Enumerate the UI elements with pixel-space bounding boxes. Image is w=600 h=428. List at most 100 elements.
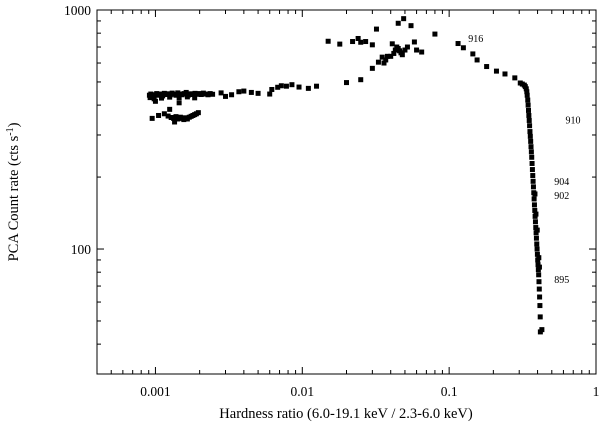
plot-frame (96, 9, 597, 375)
point-annotation: 904 (554, 177, 569, 188)
data-point (419, 49, 425, 55)
data-point (402, 47, 408, 53)
x-tick-label: 0.1 (441, 384, 458, 399)
point-annotation: 902 (554, 191, 569, 202)
data-point (524, 92, 530, 98)
data-point (159, 95, 165, 101)
data-point (358, 77, 364, 83)
data-point (523, 86, 529, 92)
data-point (269, 86, 275, 92)
data-point (533, 235, 539, 241)
data-point (241, 88, 247, 94)
data-point (344, 80, 349, 86)
data-point (248, 89, 254, 95)
point-annotations: 916 910 904 902 895 (468, 34, 580, 286)
data-point (432, 31, 438, 37)
data-point (529, 154, 535, 160)
data-point (525, 107, 531, 113)
data-point (528, 149, 534, 155)
data-point (167, 94, 173, 100)
data-point (455, 41, 461, 47)
x-axis-label: Hardness ratio (6.0-19.1 keV / 2.3-6.0 k… (219, 406, 473, 422)
data-point (532, 207, 538, 213)
data-point (210, 91, 216, 97)
data-point (408, 23, 414, 29)
data-point (289, 82, 295, 88)
data-point (379, 54, 385, 60)
data-point (278, 83, 284, 89)
data-point (526, 117, 532, 123)
data-point (358, 39, 364, 45)
data-point (534, 246, 540, 252)
data-point (399, 52, 405, 58)
data-point (314, 83, 320, 89)
y-axis-label: PCA Count rate (cts s-1) (5, 122, 22, 261)
data-point (414, 47, 420, 53)
data-point (533, 225, 539, 231)
data-point (525, 97, 531, 103)
data-point (176, 95, 182, 101)
data-point (375, 59, 381, 65)
data-point (530, 178, 536, 184)
data-point (389, 41, 395, 47)
data-point (512, 75, 518, 81)
data-point (337, 41, 343, 47)
data-point (474, 57, 480, 63)
data-point (305, 85, 311, 91)
data-point (373, 26, 379, 32)
y-axis-label-close: ) (6, 122, 22, 127)
data-point (535, 267, 541, 273)
data-point (236, 89, 242, 95)
y-tick-label: 1000 (64, 3, 91, 18)
data-point (404, 44, 410, 50)
data-point (539, 327, 545, 333)
data-point (411, 39, 417, 45)
data-point (534, 241, 540, 247)
data-point (381, 60, 387, 66)
data-point (184, 94, 190, 100)
data-point (167, 106, 173, 112)
data-point (391, 50, 397, 56)
data-point (296, 84, 302, 90)
data-point (484, 64, 490, 70)
data-point (152, 98, 158, 104)
data-point (530, 173, 536, 179)
data-point (528, 144, 534, 150)
data-point (524, 89, 530, 95)
y-tick-label: 100 (71, 242, 92, 257)
data-point (172, 119, 178, 125)
data-point (527, 123, 533, 129)
data-point (536, 264, 542, 270)
data-point (369, 42, 375, 48)
data-point (533, 211, 539, 217)
x-tick-label: 0.01 (290, 384, 314, 399)
data-point (536, 255, 542, 261)
x-tick-labels: 0.001 0.01 0.1 1 (140, 384, 599, 399)
data-point (165, 113, 171, 119)
data-point (527, 129, 533, 135)
data-point (149, 115, 155, 121)
data-point (536, 272, 542, 278)
data-point (531, 202, 537, 208)
data-point (534, 227, 540, 233)
data-point (267, 91, 273, 97)
y-axis-label-main: PCA Count rate (cts s (6, 135, 22, 261)
data-point (275, 84, 281, 90)
data-point (355, 35, 361, 41)
x-tick-label: 1 (593, 384, 600, 399)
data-point (530, 184, 536, 190)
axis-ticks (96, 9, 597, 375)
data-point (493, 68, 499, 74)
data-point (470, 51, 476, 57)
data-point (229, 92, 235, 98)
data-point (325, 38, 331, 44)
point-annotation: 895 (554, 275, 569, 286)
data-point (527, 133, 533, 139)
data-point (537, 314, 543, 320)
data-point (532, 191, 538, 197)
data-point (175, 116, 181, 122)
data-point (384, 53, 390, 59)
data-point (395, 20, 401, 26)
data-point (392, 47, 398, 53)
